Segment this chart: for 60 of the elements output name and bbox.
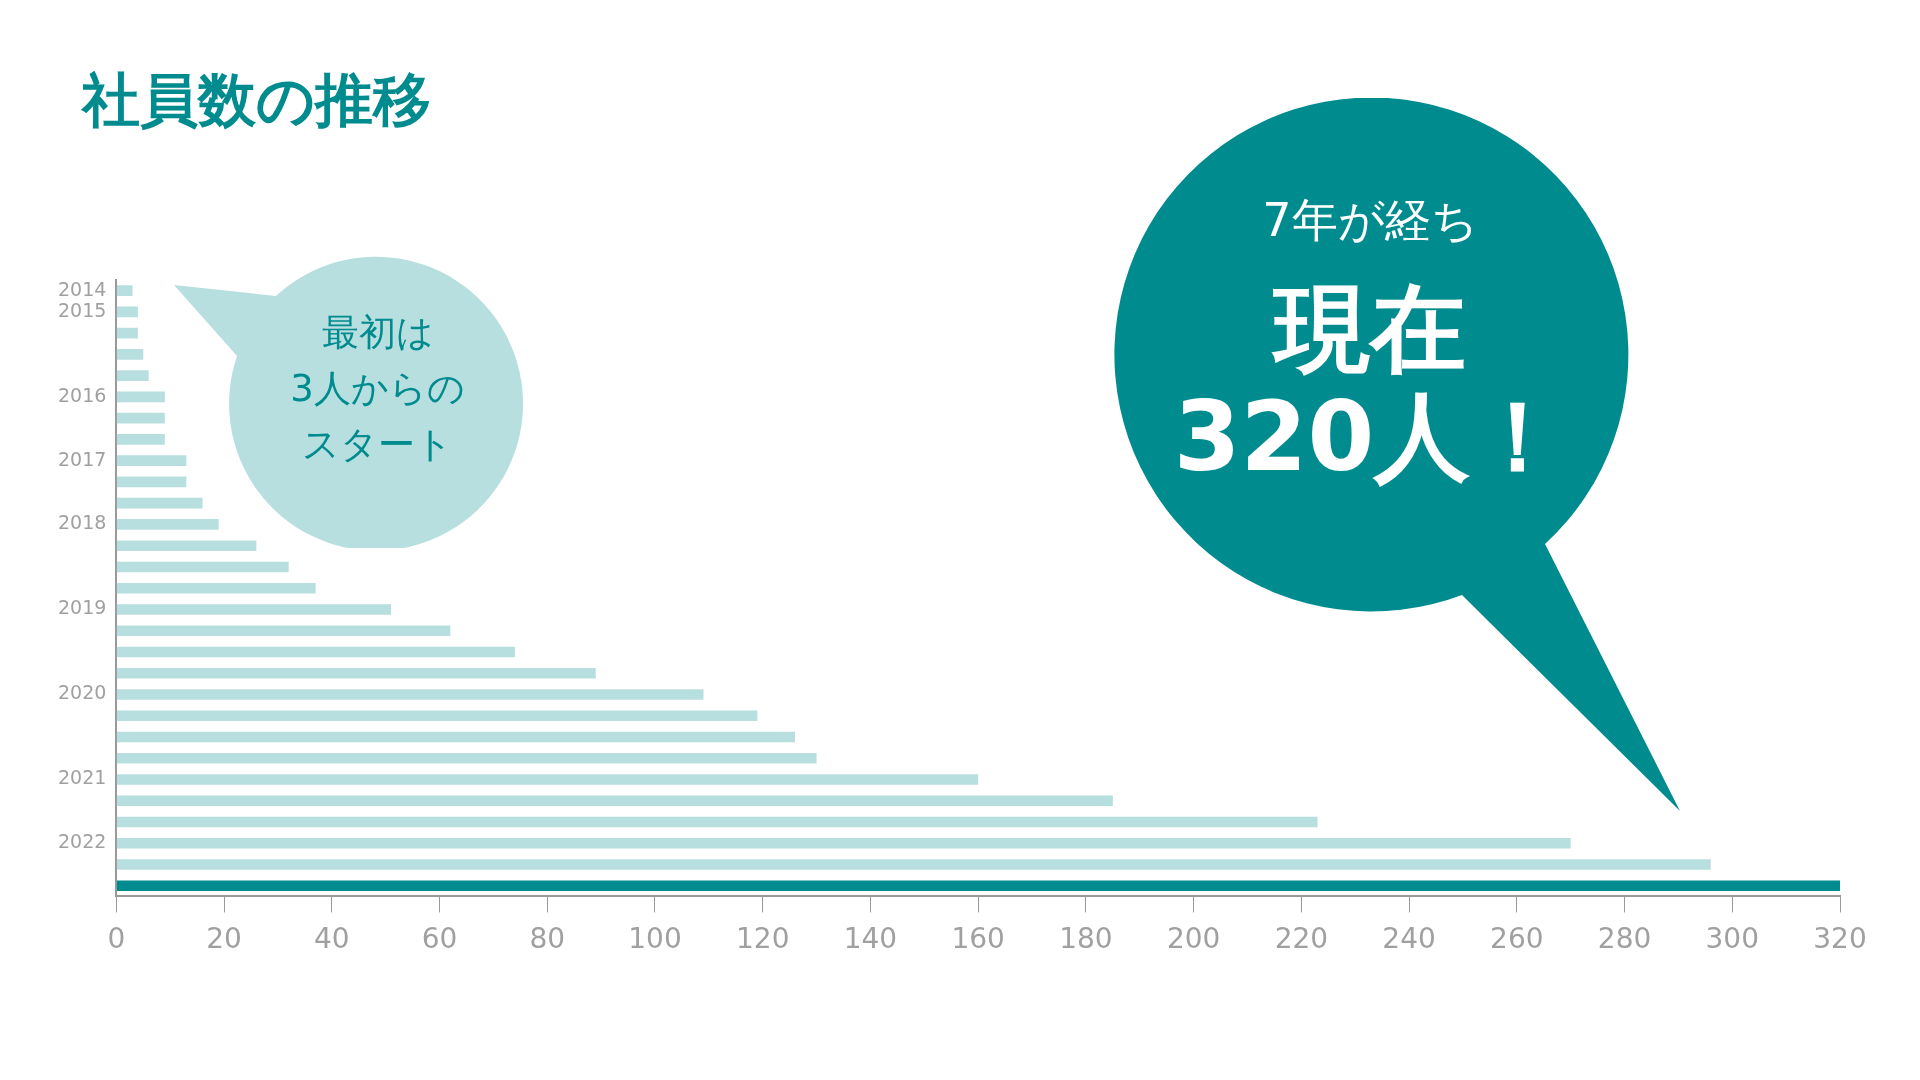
bar bbox=[116, 327, 138, 339]
y-tick-label: 2016 bbox=[57, 383, 107, 406]
x-tick-label: 20 bbox=[206, 922, 242, 956]
bar bbox=[116, 412, 165, 424]
bar bbox=[116, 859, 1711, 870]
x-tick-label: 320 bbox=[1813, 922, 1867, 956]
bar bbox=[116, 455, 187, 466]
bar bbox=[116, 625, 451, 637]
bar bbox=[116, 710, 758, 722]
bar bbox=[116, 774, 979, 785]
bar bbox=[116, 582, 316, 594]
bar bbox=[116, 306, 138, 318]
x-tick-label: 80 bbox=[529, 922, 566, 956]
bar bbox=[116, 689, 704, 700]
x-tick-label: 260 bbox=[1490, 922, 1544, 956]
x-tick-label: 120 bbox=[735, 922, 790, 956]
bar bbox=[116, 752, 817, 764]
bar bbox=[116, 731, 796, 743]
x-tick-label: 0 bbox=[107, 922, 126, 956]
annotation: スタート bbox=[301, 422, 454, 468]
bar bbox=[116, 497, 203, 509]
bar bbox=[116, 370, 149, 381]
x-tick-label: 240 bbox=[1382, 922, 1436, 956]
annotation: 最初は bbox=[320, 310, 435, 356]
text: 7年が経ち bbox=[1261, 192, 1479, 249]
y-tick-label: 2019 bbox=[57, 596, 107, 619]
y-tick-label: 2017 bbox=[57, 447, 107, 470]
x-tick-label: 140 bbox=[843, 922, 898, 956]
x-tick-label: 100 bbox=[628, 922, 682, 956]
bar bbox=[116, 667, 596, 679]
bar bbox=[116, 604, 392, 615]
x-tick-label: 300 bbox=[1705, 922, 1759, 956]
bar bbox=[116, 646, 515, 658]
bar bbox=[116, 837, 1571, 849]
x-tick-label: 40 bbox=[313, 922, 350, 956]
bar bbox=[116, 519, 219, 530]
bar bbox=[116, 391, 165, 403]
y-tick-label: 2014 bbox=[57, 277, 107, 300]
bar bbox=[116, 795, 1113, 807]
y-tick-label: 2015 bbox=[57, 298, 107, 321]
bar bbox=[116, 476, 187, 488]
y-tick-label: 2020 bbox=[57, 681, 107, 704]
chart-title: 社員数の推移 bbox=[82, 65, 431, 136]
bar bbox=[116, 880, 1840, 892]
x-tick-label: 160 bbox=[951, 922, 1005, 956]
bar bbox=[116, 434, 165, 445]
y-tick-label: 2022 bbox=[57, 830, 107, 853]
bar bbox=[116, 561, 289, 573]
x-tick-label: 280 bbox=[1597, 922, 1652, 956]
x-tick-label: 60 bbox=[421, 922, 458, 956]
bar bbox=[116, 540, 257, 551]
bar bbox=[116, 349, 144, 360]
y-tick-label: 2021 bbox=[57, 766, 107, 789]
x-tick-label: 180 bbox=[1059, 922, 1113, 956]
bar bbox=[116, 285, 133, 296]
y-tick-label: 2018 bbox=[57, 511, 107, 534]
annotation: 3人からの bbox=[289, 366, 466, 412]
x-tick-label: 200 bbox=[1166, 922, 1221, 956]
x-tick-label: 220 bbox=[1274, 922, 1329, 956]
bar bbox=[116, 816, 1318, 828]
